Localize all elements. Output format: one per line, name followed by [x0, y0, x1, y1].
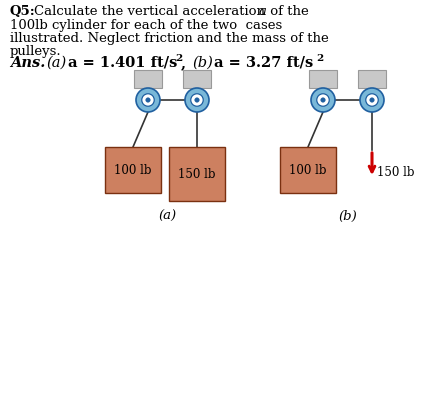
Text: (a): (a) [158, 210, 176, 223]
Text: Q5:: Q5: [10, 5, 36, 18]
Circle shape [185, 88, 209, 112]
Bar [358, 70, 386, 88]
Text: Calculate the vertical acceleration: Calculate the vertical acceleration [34, 5, 269, 18]
Circle shape [146, 98, 150, 102]
Bar [134, 70, 162, 88]
Circle shape [191, 94, 203, 106]
Text: a = 3.27 ft/s: a = 3.27 ft/s [214, 56, 313, 70]
Text: illustrated. Neglect friction and the mass of the: illustrated. Neglect friction and the ma… [10, 32, 329, 45]
Circle shape [321, 98, 325, 102]
Bar [169, 147, 225, 201]
Circle shape [136, 88, 160, 112]
Circle shape [311, 88, 335, 112]
Text: 100 lb: 100 lb [289, 164, 327, 177]
Text: a = 1.401 ft/s: a = 1.401 ft/s [68, 56, 177, 70]
Circle shape [370, 98, 374, 102]
Text: ,: , [181, 56, 186, 70]
Circle shape [360, 88, 384, 112]
Text: Ans.: Ans. [10, 56, 45, 70]
Text: 2: 2 [175, 54, 182, 63]
Circle shape [195, 98, 199, 102]
Text: 150 lb: 150 lb [377, 166, 414, 180]
Text: 100 lb: 100 lb [114, 164, 152, 177]
Text: 100lb cylinder for each of the two  cases: 100lb cylinder for each of the two cases [10, 18, 282, 31]
Bar [105, 147, 161, 193]
Bar [280, 147, 336, 193]
Bar [183, 70, 211, 88]
Text: (b): (b) [339, 210, 358, 223]
Text: of the: of the [266, 5, 309, 18]
Text: (a): (a) [46, 56, 66, 70]
Circle shape [317, 94, 329, 106]
Circle shape [142, 94, 154, 106]
Text: (b): (b) [192, 56, 213, 70]
Text: 2: 2 [316, 54, 323, 63]
Circle shape [366, 94, 378, 106]
Bar [309, 70, 337, 88]
Text: 150 lb: 150 lb [178, 168, 216, 180]
Text: a: a [259, 5, 267, 18]
Text: pulleys.: pulleys. [10, 46, 62, 58]
